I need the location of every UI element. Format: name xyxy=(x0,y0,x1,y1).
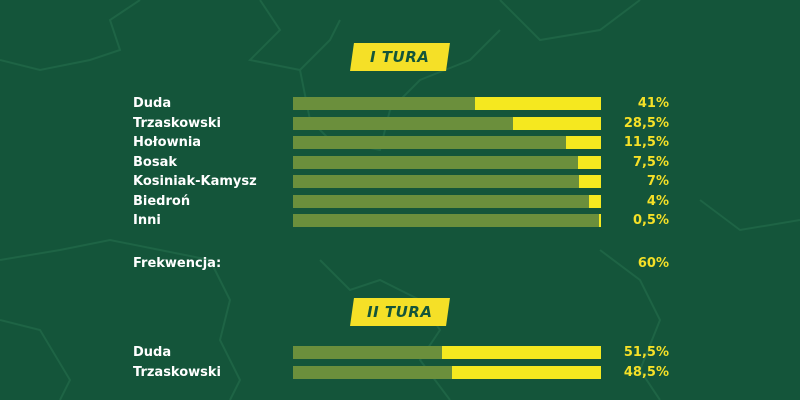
bar-track xyxy=(293,366,601,379)
candidate-name: Biedroń xyxy=(133,193,191,209)
candidate-name: Duda xyxy=(133,345,172,360)
bar-fill xyxy=(578,155,601,169)
value-label: 11,5% xyxy=(623,135,669,150)
round1-bar-row: Bosak 7,5% xyxy=(0,153,800,173)
bar-fill xyxy=(452,366,601,379)
turnout-label: Frekwencja: xyxy=(133,256,222,271)
candidate-name: Bosak xyxy=(133,154,177,170)
bar-track xyxy=(293,97,601,110)
value-label: 51,5% xyxy=(623,345,669,360)
round2-title-badge: II TURA xyxy=(350,298,450,326)
candidate-name: Kosiniak-Kamysz xyxy=(133,174,257,189)
bar-track xyxy=(293,175,601,188)
round1-bar-row: Inni 0,5% xyxy=(0,211,800,231)
turnout-value: 60% xyxy=(637,256,669,271)
round2-bar-row: Trzaskowski 48,5% xyxy=(0,363,800,383)
turnout-row: Frekwencja: 60% xyxy=(0,254,800,274)
bar-track xyxy=(293,136,601,149)
bar-track xyxy=(293,214,601,227)
candidate-name: Trzaskowski xyxy=(133,365,222,380)
value-label: 28,5% xyxy=(623,115,669,131)
round1-bar-row: Duda 41% xyxy=(0,94,800,114)
value-label: 7,5% xyxy=(632,154,669,170)
candidate-name: Hołownia xyxy=(133,135,202,150)
bar-fill xyxy=(513,116,601,130)
value-label: 41% xyxy=(637,96,669,111)
round1-bar-row: Hołownia 11,5% xyxy=(0,133,800,153)
round2-bar-row: Duda 51,5% xyxy=(0,343,800,363)
candidate-name: Duda xyxy=(133,96,172,111)
bar-fill xyxy=(579,175,601,188)
value-label: 48,5% xyxy=(623,365,669,380)
bar-track xyxy=(293,194,601,208)
value-label: 0,5% xyxy=(632,213,669,228)
bar-fill xyxy=(442,346,601,359)
bar-fill xyxy=(589,194,601,208)
bar-fill xyxy=(599,214,601,227)
value-label: 4% xyxy=(646,193,669,209)
bar-track xyxy=(293,155,601,169)
bar-track xyxy=(293,346,601,359)
round1-bar-row: Trzaskowski 28,5% xyxy=(0,114,800,134)
bar-track xyxy=(293,116,601,130)
candidate-name: Inni xyxy=(133,213,161,228)
round1-bar-row: Biedroń 4% xyxy=(0,192,800,212)
value-label: 7% xyxy=(646,174,669,189)
bar-fill xyxy=(475,97,601,110)
candidate-name: Trzaskowski xyxy=(133,115,222,131)
round1-bar-row: Kosiniak-Kamysz 7% xyxy=(0,172,800,192)
round1-title-badge: I TURA xyxy=(350,43,450,71)
bar-fill xyxy=(566,136,601,149)
